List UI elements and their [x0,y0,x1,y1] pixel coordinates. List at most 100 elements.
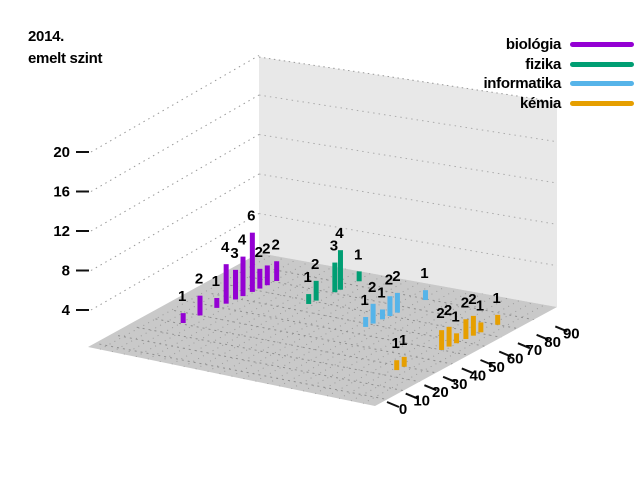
bar-count-label: 1 [304,269,312,286]
x-tick [442,375,456,383]
series-kémia: 1 12 2 12 2 1 1 [392,290,501,371]
floor-dot-row [207,275,384,373]
bar [478,322,484,333]
bar-count-label: 2 [271,236,279,253]
x-tick-label: 0 [399,401,407,418]
bar-count-label: 2 [436,305,444,322]
x-tick [405,392,419,400]
bar-count-label: 1 [451,308,459,325]
bar [394,292,400,313]
bar-count-label: 1 [420,265,428,282]
bar [463,319,469,340]
x-tick-label: 60 [507,351,524,368]
floor-x-gridline [267,267,557,325]
bar-count-label: 2 [468,291,476,308]
bar [332,262,338,293]
x-tick [424,384,437,392]
bar-count-label: 1 [360,292,368,309]
bar [446,326,452,347]
floor-dot-row [243,281,421,380]
bar-count-label: 2 [195,271,203,288]
bar-count-label: 2 [444,302,452,319]
bar [180,313,186,323]
chart-title-line2: emelt szint [28,50,103,67]
bar [495,314,501,325]
series-informatika: 12 12 2 1 [360,265,429,327]
bar-count-label: 6 [247,208,255,225]
floor-dot-row [291,290,471,390]
bar-count-label: 1 [399,332,407,349]
bar-count-label: 4 [335,225,344,242]
bar-count-label: 3 [230,245,238,262]
x-tick-label: 80 [544,334,561,351]
floor-x-gridline [173,309,465,367]
bar-count-label: 2 [461,294,469,311]
x-tick [480,359,493,366]
x-tick [386,401,400,408]
chart-title: 2014. emelt szint [28,26,103,70]
bar [197,295,203,316]
bar-count-label: 1 [212,273,220,290]
legend-swatch [570,81,634,87]
bar [313,280,319,301]
floor-x-gridline [211,293,503,351]
bar [470,315,476,336]
floor-x-gridline [248,276,540,334]
floor-dot-row [255,284,434,382]
x-tick [536,333,549,341]
z-tick-label: 8 [62,263,70,280]
bar-count-label: 1 [493,290,501,307]
bar-count-label: 1 [354,246,362,263]
x-tick-label: 10 [413,393,430,410]
wall-gridline [258,213,558,267]
bar [439,330,445,350]
floor-dot-row [279,288,458,387]
z-gridline [90,134,260,232]
x-tick [461,367,475,375]
floor-x-gridline [136,326,428,384]
legend-label: biológia [505,36,561,54]
bar [379,309,385,320]
floor [88,253,557,406]
x-tick [517,342,531,350]
bar-count-label: 1 [377,284,385,301]
floor-dot-row [314,295,496,395]
wall-gridline [258,94,558,143]
bar-count-label: 1 [178,288,186,305]
bar [274,261,280,281]
legend-entry-fizika: fizika [483,55,634,75]
x-tick-label: 30 [451,376,468,393]
legend-entry-kemia: kémia [483,94,634,114]
bar-count-label: 1 [476,297,484,314]
z-gridline [90,94,260,192]
x-tick [554,325,568,333]
bar [363,317,369,327]
bar-count-label: 1 [392,335,400,352]
x-tick-label: 50 [488,359,505,376]
floor-dot-row [183,270,359,368]
z-tick-label: 12 [53,223,70,240]
bar [356,271,362,282]
legend-swatch [570,42,634,48]
bar-count-label: 2 [262,240,270,257]
floor-dot-row [195,272,371,370]
bar-count-label: 2 [255,244,263,261]
floor-dot-row [159,266,334,363]
floor-dot-row [219,277,396,375]
legend-label: kémia [519,94,561,112]
bar [249,232,255,292]
x-tick-label: 20 [432,384,449,401]
wall-gridline [258,173,558,225]
floor-dot-row [231,279,409,377]
bar [454,333,460,344]
floor-x-gridline [192,301,484,359]
z-tick-label: 20 [53,144,70,161]
bar-count-label: 2 [368,279,376,296]
floor-dot-row [326,297,508,397]
bar-count-label: 3 [330,238,338,255]
bar [337,250,343,290]
